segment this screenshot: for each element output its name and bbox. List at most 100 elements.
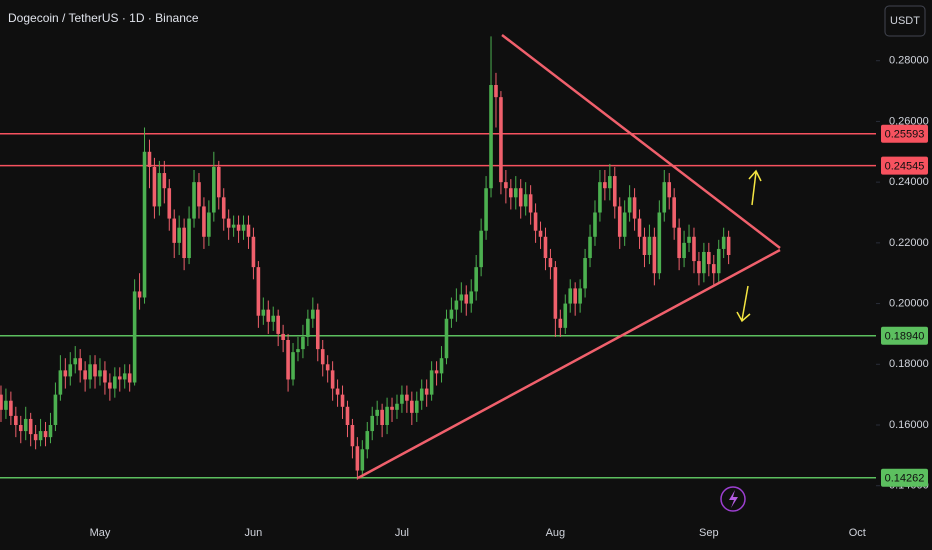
candle-body <box>657 212 662 274</box>
candle-body <box>637 218 642 237</box>
candle-body <box>474 267 478 292</box>
x-tick-label: Aug <box>546 527 566 539</box>
candle-body <box>315 309 320 350</box>
candle-body <box>261 309 266 316</box>
candle-body <box>276 315 280 334</box>
candle-body <box>117 376 122 380</box>
candle-body <box>464 294 469 304</box>
candle-body <box>98 370 102 377</box>
candle-body <box>48 425 53 438</box>
level-label: 0.14262 <box>885 473 925 485</box>
currency-label[interactable]: USDT <box>890 15 920 27</box>
candle-body <box>306 318 310 337</box>
candle-body <box>598 182 602 213</box>
candle-body <box>311 309 315 319</box>
level-label-box <box>881 468 928 487</box>
candle-body <box>241 224 246 231</box>
candle-body <box>692 236 696 262</box>
candle-body <box>424 388 429 395</box>
x-tick-label: May <box>90 527 111 539</box>
candle-body <box>320 349 325 365</box>
candle-body <box>454 300 459 310</box>
candle-body <box>182 227 186 259</box>
candle-body <box>365 431 370 450</box>
candle-body <box>414 400 419 413</box>
arrow-up <box>748 169 762 206</box>
candle-body <box>697 261 701 274</box>
candle-body <box>212 166 216 213</box>
candle-body <box>518 188 523 207</box>
candle-body <box>38 431 43 441</box>
candle-body <box>53 394 58 425</box>
candle-body <box>484 188 488 231</box>
candle-body <box>202 206 206 237</box>
candle-body <box>513 188 518 198</box>
candle-body <box>682 242 686 259</box>
level-label-box <box>881 326 928 345</box>
candle-body <box>58 370 63 395</box>
candle-body <box>142 151 147 298</box>
candle-body <box>162 173 167 189</box>
candle-body <box>494 85 498 98</box>
candle-body <box>504 182 508 189</box>
candle-body <box>672 197 676 228</box>
candle-body <box>63 370 68 377</box>
candle-body <box>523 194 528 207</box>
candle-body <box>617 206 622 237</box>
candle-body <box>444 318 449 359</box>
candle-body <box>563 303 568 328</box>
candle-body <box>558 318 563 328</box>
candle-body <box>226 218 231 228</box>
candle-body <box>291 352 295 380</box>
candle-body <box>533 212 538 231</box>
candle-body <box>489 85 493 189</box>
candle-body <box>716 248 721 274</box>
candle-body <box>380 409 384 425</box>
candle-body <box>23 418 28 432</box>
candle-body <box>459 294 464 301</box>
candle-body <box>528 194 533 213</box>
candle-body <box>296 349 300 353</box>
candle-body <box>469 291 474 304</box>
candle-body <box>632 197 637 219</box>
candle-body <box>390 406 394 410</box>
triangle-lower <box>357 248 781 480</box>
chart-title: Dogecoin / TetherUS · 1D · Binance <box>8 11 199 25</box>
candle-body <box>677 227 681 259</box>
candle-body <box>147 151 152 167</box>
candle-body <box>127 373 132 383</box>
candle-body <box>622 212 627 237</box>
candle-body <box>335 388 340 395</box>
candle-body <box>0 394 3 410</box>
level-label: 0.25593 <box>885 129 925 141</box>
alert-icon[interactable] <box>720 486 746 512</box>
candle-body <box>216 166 221 198</box>
candle-body <box>93 364 97 377</box>
candle-body <box>573 288 577 304</box>
candle-body <box>172 218 177 243</box>
candle-body <box>439 358 444 374</box>
candle-body <box>405 394 409 401</box>
candle-body <box>286 340 290 380</box>
y-tick-label: 0.16000 <box>889 419 929 431</box>
candle-body <box>662 182 667 213</box>
candle-body <box>43 431 48 438</box>
currency-button[interactable]: USDT <box>884 5 926 37</box>
level-label: 0.24545 <box>885 161 925 173</box>
candle-body <box>192 182 196 219</box>
candle-body <box>187 218 191 259</box>
candle-body <box>593 212 597 237</box>
candle-body <box>385 406 389 425</box>
candle-body <box>429 370 434 395</box>
y-tick-label: 0.18000 <box>889 358 929 370</box>
candle-body <box>603 182 607 189</box>
level-label-box <box>881 156 928 175</box>
candle-body <box>132 291 137 383</box>
candle-body <box>499 97 503 183</box>
candle-body <box>350 425 355 447</box>
candle-body <box>652 236 657 274</box>
candle-body <box>177 227 181 243</box>
x-tick-label: Jul <box>395 527 409 539</box>
